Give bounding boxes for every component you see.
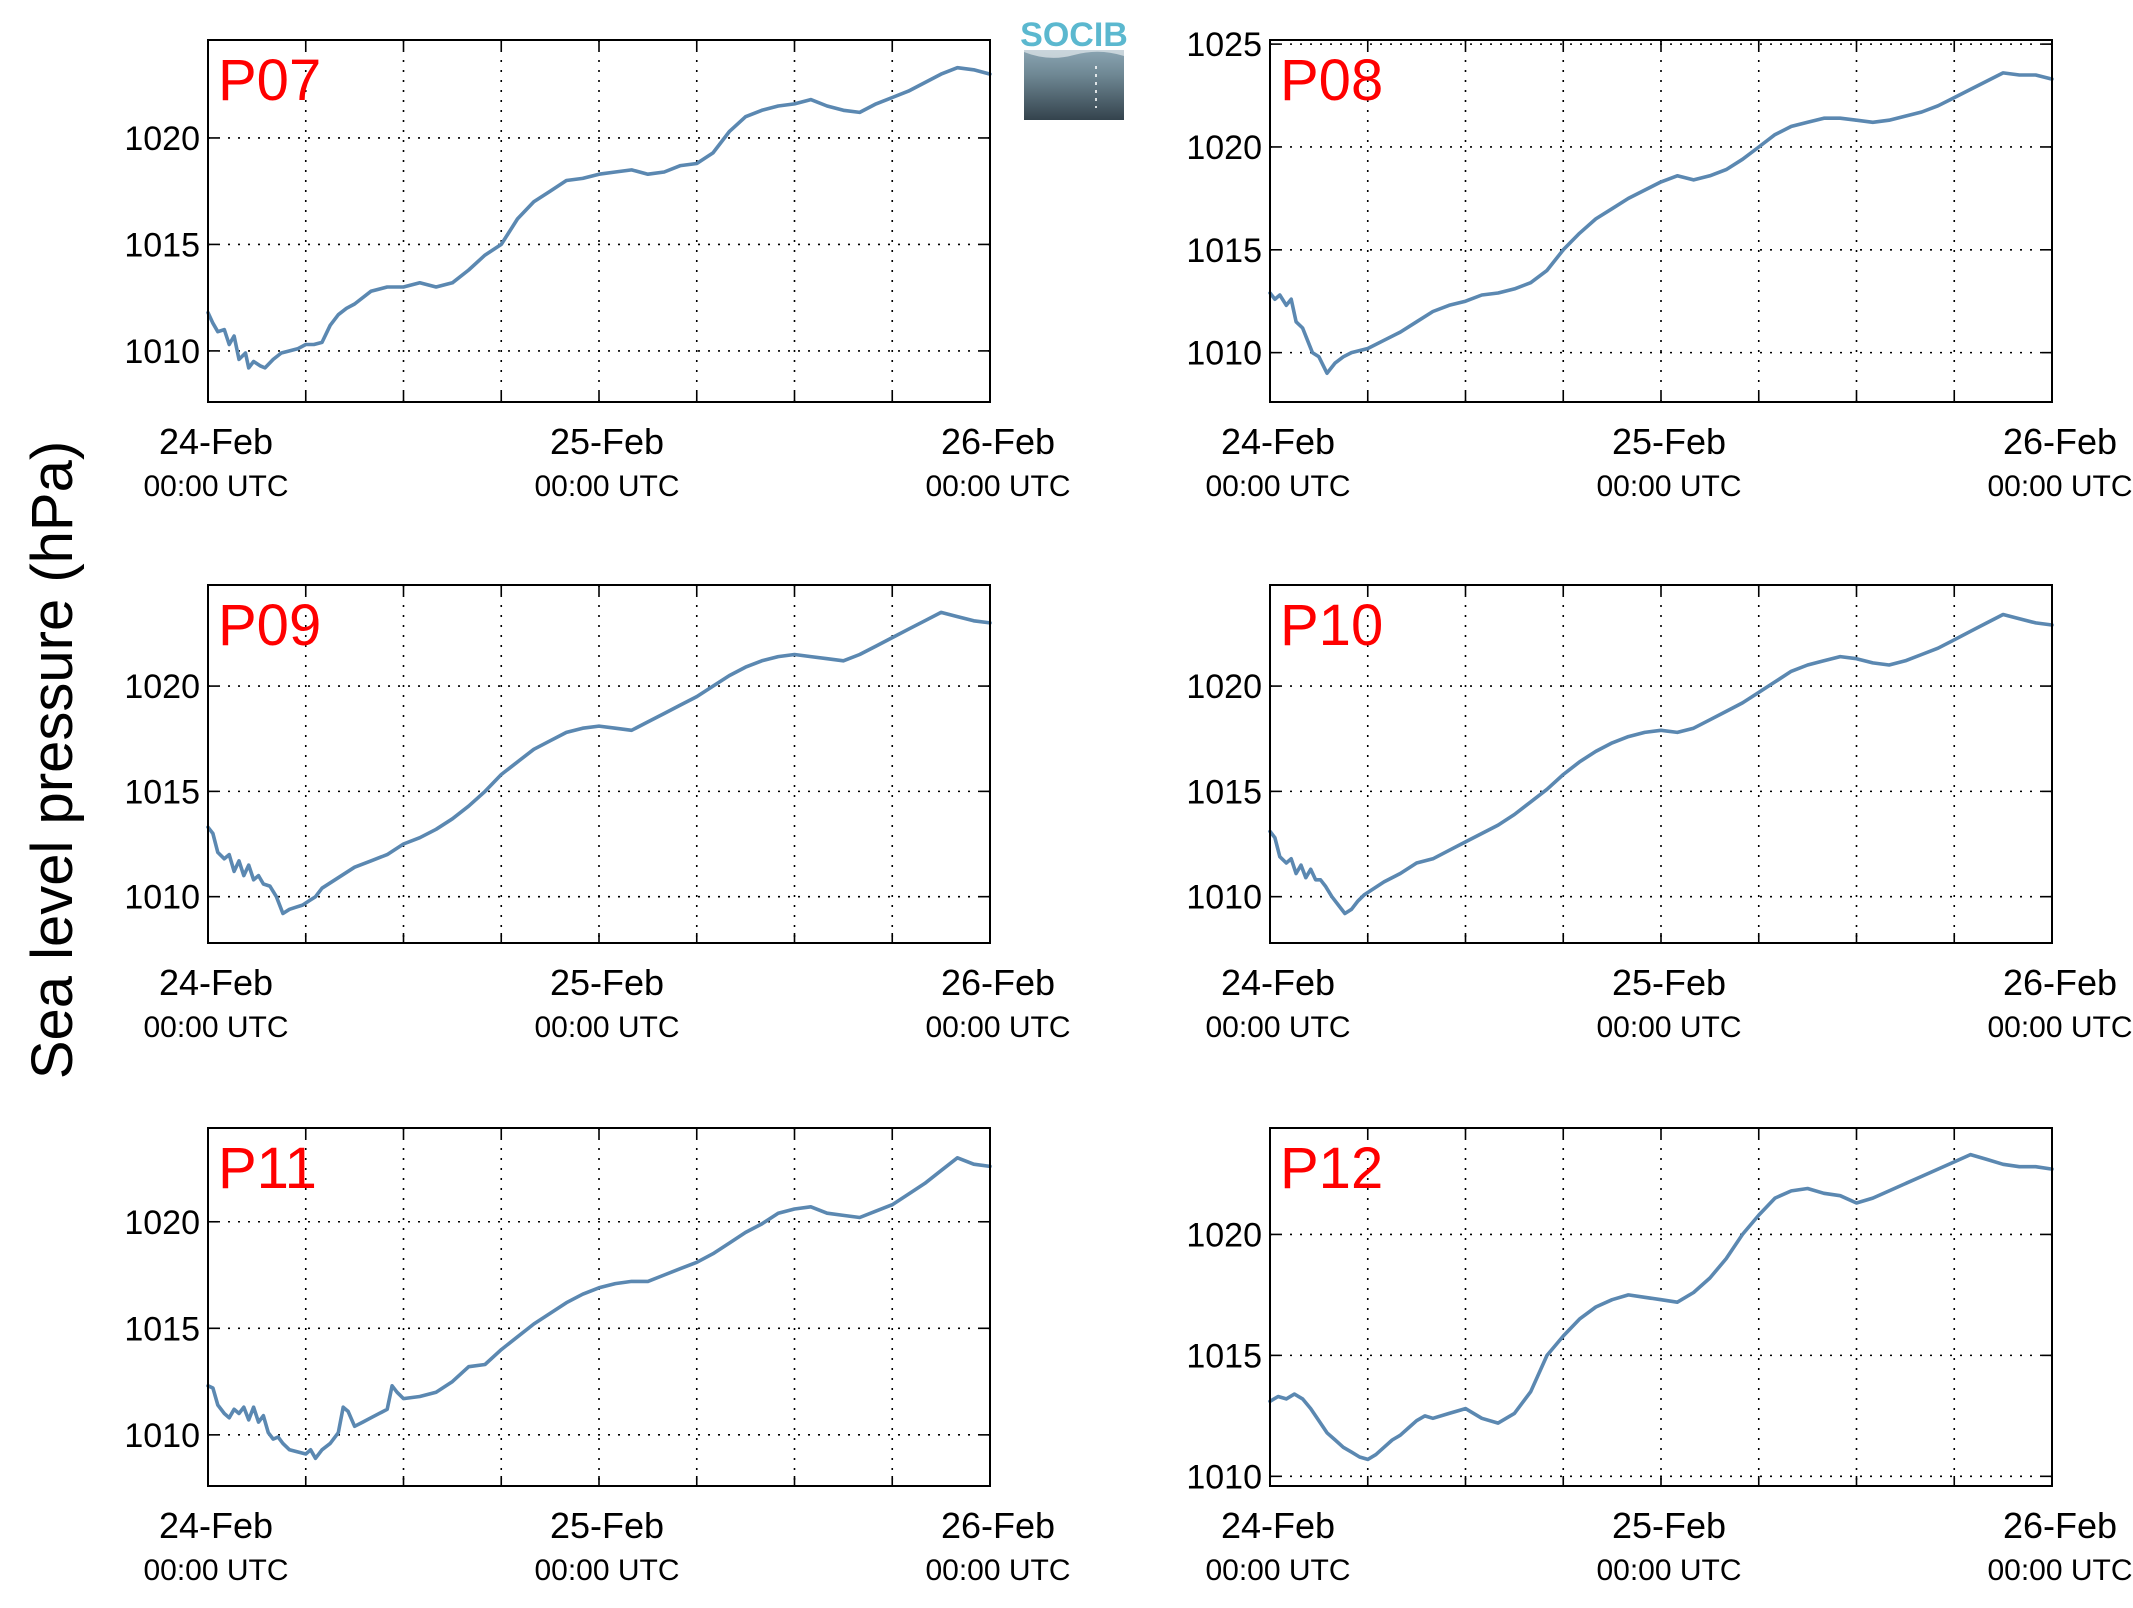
panel-p07: 1010 1015 1020 P07 24-Feb 00:00 UTC 25-Feb 00:0… [124,39,1071,503]
x-tick-label-time: 00:00 UTC [925,1554,1070,1587]
x-tick-label-date: 25-Feb [550,1505,664,1546]
axes-frame [1269,39,2053,403]
panel-label: P07 [218,48,321,113]
x-tick-label-date: 26-Feb [941,1505,1055,1546]
x-tick-label-time: 00:00 UTC [1596,1554,1741,1587]
series-line-p09 [206,610,992,916]
series-line-p08 [1268,71,2054,375]
y-tick-label: 1010 [1186,335,1262,373]
panel-p11: 1010 1015 1020 P11 24-Feb 00:00 UTC 25-Feb 00:0… [124,1127,1071,1587]
panel-label: P11 [218,1136,317,1201]
x-tick-label-date: 24-Feb [159,1505,273,1546]
y-tick-label: 1015 [124,226,200,264]
x-tick-label-time: 00:00 UTC [143,1011,288,1044]
panel-label: P10 [1280,593,1383,658]
y-tick-label: 1020 [124,668,200,706]
x-tick-label-date: 24-Feb [1221,962,1335,1003]
x-tick-label-date: 25-Feb [1612,1505,1726,1546]
axes-frame [207,584,991,944]
panel-p12: 1010 1015 1020 P12 24-Feb 00:00 UTC 25-Feb 00:0… [1186,1127,2133,1587]
y-tick-label: 1020 [124,120,200,158]
y-tick-label: 1020 [1186,1216,1262,1254]
series-line-p12 [1268,1152,2054,1462]
x-tick-label-date: 24-Feb [159,962,273,1003]
axes-frame [1269,584,2053,944]
x-tick-label-time: 00:00 UTC [925,1011,1070,1044]
y-tick-label: 1015 [124,773,200,811]
y-tick-label: 1015 [1186,232,1262,270]
y-tick-label: 1015 [1186,773,1262,811]
y-tick-label: 1010 [124,1417,200,1455]
y-tick-label: 1015 [124,1310,200,1348]
axes-frame [207,1127,991,1487]
x-tick-label-date: 24-Feb [1221,421,1335,462]
y-tick-label: 1010 [124,333,200,371]
x-tick-label-date: 24-Feb [1221,1505,1335,1546]
axes-frame [207,39,991,403]
y-tick-label: 1020 [1186,129,1262,167]
x-tick-label-time: 00:00 UTC [1987,1554,2132,1587]
series-line-p07 [206,65,992,370]
x-tick-label-time: 00:00 UTC [1596,470,1741,503]
x-tick-label-date: 25-Feb [550,962,664,1003]
x-tick-label-time: 00:00 UTC [143,1554,288,1587]
x-tick-label-time: 00:00 UTC [1596,1011,1741,1044]
y-tick-label: 1020 [124,1204,200,1242]
x-tick-label-time: 00:00 UTC [1987,1011,2132,1044]
y-tick-label: 1010 [1186,879,1262,917]
y-tick-label: 1010 [1186,1458,1262,1496]
x-tick-label-date: 25-Feb [1612,962,1726,1003]
y-tick-label: 1020 [1186,668,1262,706]
x-tick-label-time: 00:00 UTC [1205,1554,1350,1587]
panel-label: P12 [1280,1136,1383,1201]
x-tick-label-date: 25-Feb [550,421,664,462]
x-tick-label-date: 26-Feb [2003,962,2117,1003]
x-tick-label-time: 00:00 UTC [534,1554,679,1587]
x-tick-label-date: 26-Feb [941,421,1055,462]
axes-frame [1269,1127,2053,1487]
x-tick-label-time: 00:00 UTC [1205,470,1350,503]
y-tick-label: 1015 [1186,1337,1262,1375]
socib-logo-text: SOCIB [1020,16,1128,54]
panel-label: P08 [1280,48,1383,113]
y-tick-label: 1025 [1186,26,1262,64]
x-tick-label-time: 00:00 UTC [143,470,288,503]
x-tick-label-date: 26-Feb [2003,421,2117,462]
x-tick-label-time: 00:00 UTC [534,470,679,503]
panel-label: P09 [218,593,321,658]
x-tick-label-time: 00:00 UTC [534,1011,679,1044]
x-tick-label-date: 24-Feb [159,421,273,462]
y-axis-label: Sea level pressure (hPa) [20,441,85,1079]
x-tick-label-time: 00:00 UTC [1987,470,2132,503]
x-tick-label-date: 26-Feb [2003,1505,2117,1546]
y-tick-label: 1010 [124,879,200,917]
x-tick-label-date: 26-Feb [941,962,1055,1003]
series-line-p10 [1268,612,2054,916]
x-tick-label-time: 00:00 UTC [925,470,1070,503]
series-line-p11 [206,1156,992,1461]
panel-p10: 1010 1015 1020 P10 24-Feb 00:00 UTC 25-Feb 00:0… [1186,584,2133,1044]
panel-p08: 1010 1015 1020 1025 P08 24-Feb 00:00 UTC 25-Feb… [1186,26,2132,503]
x-tick-label-date: 25-Feb [1612,421,1726,462]
socib-logo: SOCIB [1020,16,1128,120]
x-tick-label-time: 00:00 UTC [1205,1011,1350,1044]
panel-p09: 1010 1015 1020 P09 24-Feb 00:00 UTC 25-Feb 00:0… [124,584,1071,1044]
